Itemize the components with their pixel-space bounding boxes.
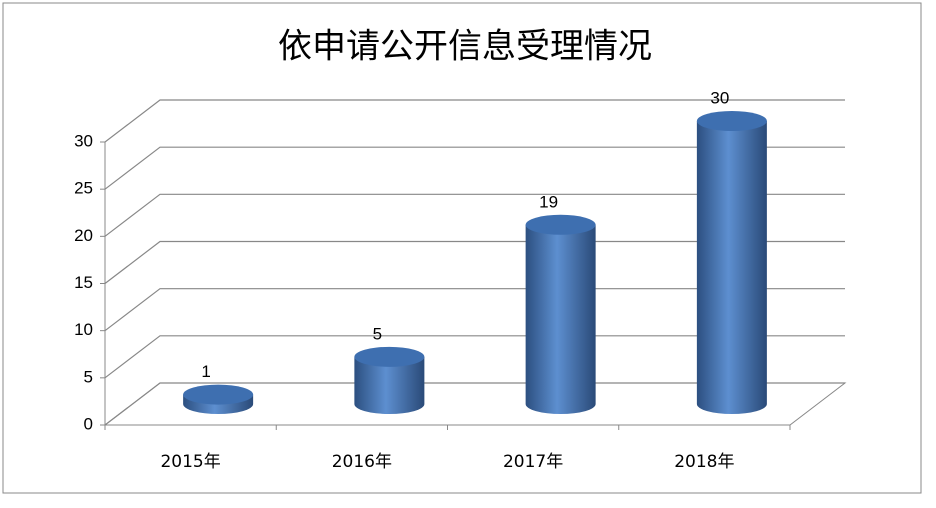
grid-line: [104, 335, 845, 379]
grid-line: [104, 193, 845, 237]
bar: [525, 224, 596, 414]
chart-title: 依申请公开信息受理情况: [278, 27, 652, 67]
bar-top: [183, 384, 254, 405]
grid-line: [104, 240, 845, 284]
value-label: 5: [373, 324, 382, 343]
bar-top: [696, 111, 767, 131]
y-tick-label: 10: [74, 320, 93, 339]
y-tick-label: 15: [74, 273, 93, 292]
y-tick-label: 5: [84, 367, 93, 386]
value-label: 30: [710, 88, 729, 107]
y-tick-label: 0: [84, 414, 93, 433]
value-label: 1: [201, 362, 210, 381]
chart-border: [2, 2, 922, 494]
grid-line: [104, 288, 845, 332]
grid-line: [104, 382, 845, 426]
grid-line: [104, 146, 845, 190]
bar-top: [354, 346, 425, 367]
x-tick-label: 2015年: [160, 452, 220, 472]
bar: [354, 356, 425, 414]
bar-top: [525, 214, 596, 235]
x-tick-label: 2016年: [332, 452, 392, 472]
y-tick-label: 30: [74, 131, 93, 150]
x-tick-label: 2018年: [674, 452, 734, 472]
y-tick-label: 20: [74, 226, 93, 245]
value-label: 19: [539, 192, 558, 211]
y-tick-label: 25: [74, 179, 93, 198]
bar: [696, 121, 767, 414]
x-tick-label: 2017年: [503, 452, 563, 472]
grid-line: [104, 99, 845, 143]
